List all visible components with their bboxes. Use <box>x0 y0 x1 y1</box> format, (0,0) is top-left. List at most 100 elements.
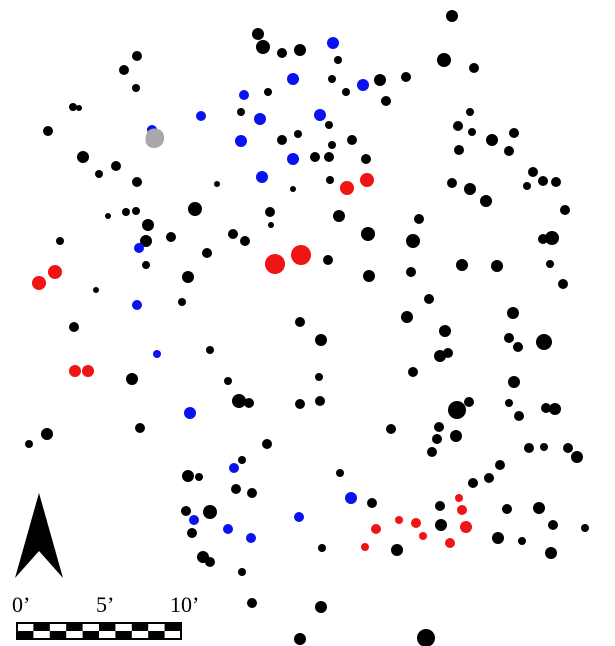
black-feature-20 <box>237 108 245 116</box>
black-feature-148 <box>545 547 557 559</box>
black-feature-26 <box>486 134 498 146</box>
black-feature-98 <box>224 377 232 385</box>
black-feature-142 <box>492 532 504 544</box>
north-arrow-icon <box>15 493 63 578</box>
black-feature-99 <box>508 376 520 388</box>
black-feature-73 <box>182 271 194 283</box>
black-feature-25 <box>468 128 476 136</box>
black-feature-86 <box>69 322 79 332</box>
black-feature-31 <box>328 141 336 149</box>
black-feature-141 <box>187 528 197 538</box>
scale-label-10: 10’ <box>170 592 199 617</box>
black-feature-96 <box>408 367 418 377</box>
black-feature-94 <box>443 348 453 358</box>
blue-feature-16 <box>229 463 239 473</box>
black-feature-54 <box>265 207 275 217</box>
black-feature-76 <box>456 259 468 271</box>
black-feature-6 <box>334 56 342 64</box>
black-feature-108 <box>549 403 561 415</box>
black-feature-18 <box>69 103 77 111</box>
scale-bar-segment <box>131 623 149 631</box>
blue-feature-14 <box>153 350 161 358</box>
blue-feature-9 <box>235 135 247 147</box>
black-feature-71 <box>142 261 150 269</box>
blue-feature-20 <box>223 524 233 534</box>
black-feature-23 <box>453 121 463 131</box>
black-feature-22 <box>43 126 53 136</box>
black-feature-28 <box>277 135 287 145</box>
scale-bar-segment <box>148 631 165 639</box>
black-feature-43 <box>326 176 334 184</box>
black-feature-97 <box>315 373 323 381</box>
black-feature-21 <box>325 121 333 129</box>
blue-feature-19 <box>294 512 304 522</box>
black-feature-56 <box>333 210 345 222</box>
black-feature-65 <box>166 232 176 242</box>
black-feature-111 <box>514 411 524 421</box>
black-feature-4 <box>277 48 287 58</box>
red-feature-12 <box>411 518 421 528</box>
black-feature-133 <box>435 501 445 511</box>
scale-bar-segment <box>99 623 116 631</box>
scale-label-0: 0’ <box>12 592 30 617</box>
black-feature-30 <box>347 135 357 145</box>
black-feature-85 <box>507 307 519 319</box>
black-feature-122 <box>571 451 583 463</box>
black-feature-45 <box>464 183 476 195</box>
black-feature-46 <box>528 167 538 177</box>
blue-feature-4 <box>239 90 249 100</box>
black-feature-150 <box>247 598 257 608</box>
black-feature-135 <box>533 502 545 514</box>
black-feature-145 <box>318 544 326 552</box>
scale-bar-segment <box>164 623 181 631</box>
black-feature-105 <box>464 397 474 407</box>
scale-bar-segments <box>16 622 182 640</box>
black-feature-109 <box>434 422 444 432</box>
red-feature-8 <box>82 365 94 377</box>
red-feature-10 <box>457 505 467 515</box>
black-feature-79 <box>558 279 568 289</box>
black-feature-59 <box>560 205 570 215</box>
black-feature-136 <box>181 506 191 516</box>
black-feature-10 <box>437 53 451 67</box>
red-feature-9 <box>455 494 463 502</box>
black-feature-72 <box>323 255 333 265</box>
black-feature-125 <box>182 470 194 482</box>
black-feature-129 <box>468 478 478 488</box>
black-feature-75 <box>406 267 416 277</box>
black-feature-17 <box>264 88 272 96</box>
black-feature-128 <box>484 473 494 483</box>
red-feature-11 <box>395 516 403 524</box>
black-feature-49 <box>551 177 561 187</box>
black-feature-62 <box>240 236 250 246</box>
black-feature-90 <box>513 342 523 352</box>
blue-feature-2 <box>357 79 369 91</box>
black-feature-52 <box>122 208 130 216</box>
blue-feature-3 <box>287 73 299 85</box>
black-feature-41 <box>214 181 220 187</box>
black-feature-35 <box>111 161 121 171</box>
black-feature-8 <box>119 65 129 75</box>
black-feature-113 <box>41 428 53 440</box>
black-feature-110 <box>386 424 396 434</box>
blue-feature-21 <box>246 533 256 543</box>
black-feature-29 <box>294 130 302 138</box>
scale-bar-segment <box>49 631 67 639</box>
black-feature-15 <box>381 96 391 106</box>
blue-feature-18 <box>189 515 199 525</box>
black-feature-131 <box>247 488 257 498</box>
black-feature-37 <box>310 152 320 162</box>
black-feature-89 <box>504 333 514 343</box>
black-feature-130 <box>231 484 241 494</box>
black-feature-144 <box>391 544 403 556</box>
black-feature-132 <box>367 498 377 508</box>
black-feature-107 <box>541 403 551 413</box>
black-feature-112 <box>135 423 145 433</box>
black-feature-7 <box>132 51 142 61</box>
scale-bar-segment <box>33 623 50 631</box>
black-feature-81 <box>178 298 186 306</box>
black-feature-70 <box>202 248 212 258</box>
red-feature-14 <box>460 521 472 533</box>
red-feature-3 <box>265 254 285 274</box>
red-feature-1 <box>340 181 354 195</box>
